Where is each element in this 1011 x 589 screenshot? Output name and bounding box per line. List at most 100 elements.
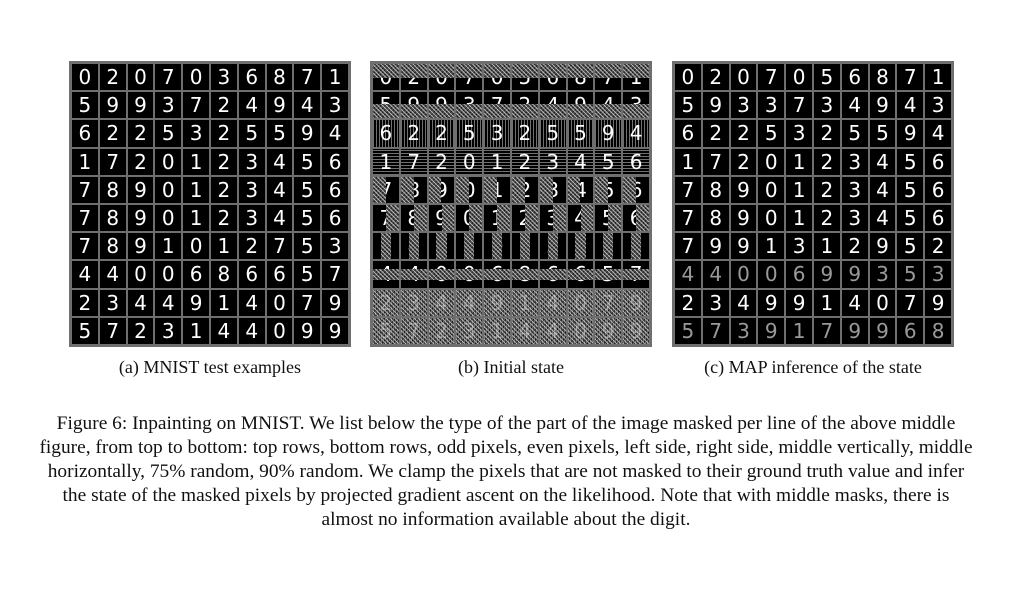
digit-glyph: 4 <box>903 93 917 118</box>
digit-cell: 5 <box>238 120 265 147</box>
digit-cell: 2 <box>841 233 868 260</box>
digit-cell: 2 <box>511 205 538 232</box>
digit-glyph: 2 <box>820 206 834 231</box>
digit-glyph: 4 <box>300 93 314 118</box>
digit-glyph: 9 <box>931 290 945 315</box>
digit-cell: 7 <box>72 205 98 232</box>
digit-glyph: 0 <box>189 65 203 90</box>
digit-glyph: 3 <box>820 93 834 118</box>
digit-glyph: 3 <box>328 234 342 259</box>
digit-glyph: 6 <box>931 206 945 231</box>
digit-glyph: 7 <box>903 290 917 315</box>
digit-cell: 9 <box>595 317 622 344</box>
digit-glyph: 9 <box>134 206 147 231</box>
digit-glyph: 5 <box>903 206 917 231</box>
digit-glyph: 3 <box>737 93 750 118</box>
digit-cell: 7 <box>484 92 510 119</box>
digit-glyph: 3 <box>189 121 203 146</box>
digit-glyph: 6 <box>848 65 862 90</box>
digit-glyph: 9 <box>737 177 750 202</box>
digit-glyph: 6 <box>629 177 643 202</box>
digit-cell: 5 <box>595 176 622 203</box>
digit-glyph: 3 <box>848 149 862 174</box>
digit-glyph: 0 <box>161 177 175 202</box>
digit-cell: 4 <box>623 120 649 147</box>
digit-cell: 9 <box>702 92 729 119</box>
digit-cell: 6 <box>266 261 293 288</box>
digit-glyph: 9 <box>876 234 889 259</box>
digit-glyph: 7 <box>462 65 476 90</box>
digit-cell: 2 <box>730 120 757 147</box>
digit-cell: 7 <box>266 233 293 260</box>
digit-glyph: 7 <box>106 149 120 174</box>
digit-glyph: 4 <box>245 93 259 118</box>
digit-glyph: 7 <box>78 206 92 231</box>
digit-cell: 7 <box>456 64 483 91</box>
digit-cell: 6 <box>322 176 348 203</box>
digit-glyph: 6 <box>574 262 587 287</box>
digit-cell: 4 <box>511 317 538 344</box>
digit-cell: 7 <box>294 64 321 91</box>
digit-cell: 2 <box>702 120 729 147</box>
digit-glyph: 0 <box>764 262 778 287</box>
digit-glyph: 4 <box>245 318 259 343</box>
digit-glyph: 4 <box>462 290 476 315</box>
digit-cell: 5 <box>897 148 924 175</box>
digit-cell: 1 <box>675 148 701 175</box>
digit-cell: 5 <box>373 317 399 344</box>
digit-cell: 8 <box>266 64 293 91</box>
digit-cell: 4 <box>869 176 896 203</box>
digit-cell: 4 <box>567 205 594 232</box>
digit-glyph: 7 <box>379 234 393 259</box>
digit-glyph: 9 <box>189 290 203 315</box>
digit-glyph: 4 <box>328 121 342 146</box>
digit-cell: 1 <box>813 233 840 260</box>
digit-glyph: 6 <box>189 262 203 287</box>
digit-cell: 8 <box>99 233 126 260</box>
digit-glyph: 0 <box>134 65 147 90</box>
digit-cell: 0 <box>155 148 182 175</box>
digit-cell: 7 <box>897 64 924 91</box>
digit-cell: 9 <box>595 120 622 147</box>
digit-cell: 7 <box>675 233 701 260</box>
digit-glyph: 2 <box>681 290 695 315</box>
digit-cell: 5 <box>675 317 701 344</box>
digit-glyph: 1 <box>189 177 203 202</box>
digit-cell: 2 <box>210 148 237 175</box>
digit-cell: 7 <box>400 148 427 175</box>
digit-glyph: 3 <box>931 93 945 118</box>
digit-glyph: 9 <box>848 262 862 287</box>
digit-cell: 5 <box>869 120 896 147</box>
digit-glyph: 6 <box>379 121 393 146</box>
digit-cell: 9 <box>813 261 840 288</box>
digit-cell: 2 <box>813 120 840 147</box>
digit-glyph: 9 <box>273 93 286 118</box>
digit-glyph: 9 <box>490 290 504 315</box>
digit-cell: 5 <box>155 120 182 147</box>
digit-glyph: 2 <box>407 121 421 146</box>
digit-glyph: 1 <box>820 290 834 315</box>
digit-cell: 5 <box>539 120 566 147</box>
digit-cell: 9 <box>183 289 209 316</box>
digit-glyph: 7 <box>681 177 695 202</box>
digit-glyph: 9 <box>134 177 147 202</box>
digit-cell: 9 <box>897 120 924 147</box>
digit-cell: 4 <box>322 120 348 147</box>
digit-glyph: 3 <box>931 262 945 287</box>
digit-cell: 6 <box>183 261 209 288</box>
digit-glyph: 4 <box>574 206 587 231</box>
digit-glyph: 7 <box>106 318 120 343</box>
digit-cell: 8 <box>869 64 896 91</box>
digit-glyph: 8 <box>407 234 421 259</box>
digit-glyph: 6 <box>629 149 643 174</box>
digit-glyph: 3 <box>462 318 476 343</box>
digit-cell: 2 <box>127 317 154 344</box>
digit-glyph: 2 <box>737 149 750 174</box>
digit-cell: 3 <box>623 92 649 119</box>
digit-cell: 5 <box>294 148 321 175</box>
digit-glyph: 2 <box>931 234 945 259</box>
digit-cell: 9 <box>127 205 154 232</box>
digit-cell: 7 <box>72 176 98 203</box>
digit-cell: 5 <box>595 261 622 288</box>
